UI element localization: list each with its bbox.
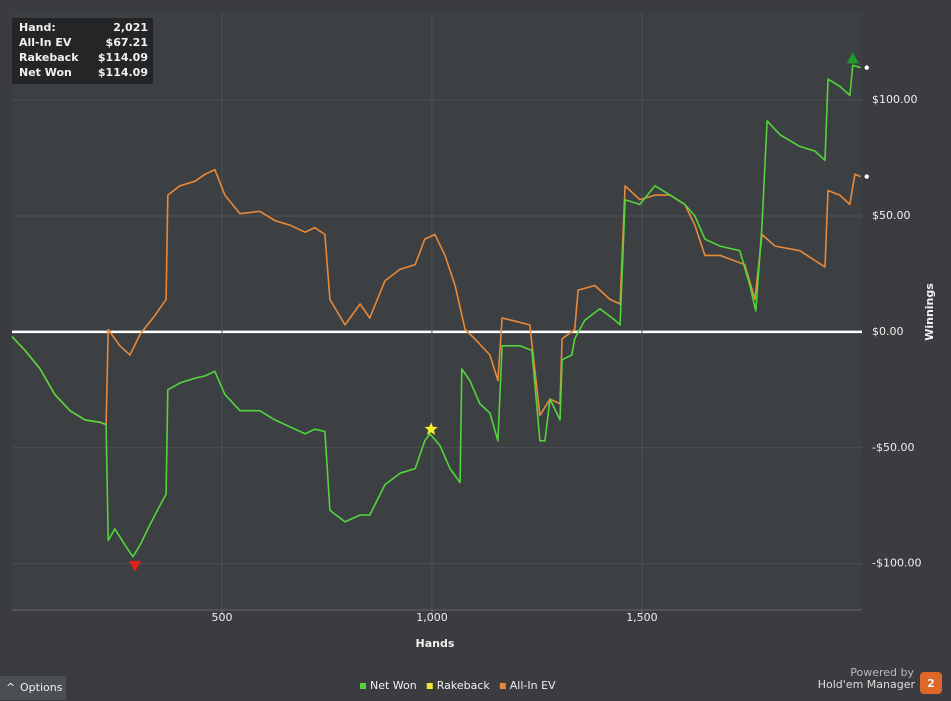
y-tick-label: -$50.00: [872, 441, 914, 454]
x-tick-label: 1,000: [416, 611, 448, 624]
marker-triangle-up: [846, 52, 859, 64]
info-value: $67.21: [106, 36, 148, 49]
x-tick-label: 500: [211, 611, 232, 624]
legend-swatch: [360, 683, 366, 689]
brand-badge-bg: [920, 672, 942, 694]
legend-label: All-In EV: [510, 679, 556, 692]
info-value: 2,021: [113, 21, 148, 34]
end-dot: [864, 65, 869, 70]
series-line: [11, 64, 861, 558]
options-button[interactable]: ^ Options: [0, 676, 66, 700]
brand-badge: 2: [927, 677, 935, 690]
end-dot: [864, 174, 869, 179]
info-label: All-In EV: [19, 36, 72, 49]
info-label: Net Won: [19, 66, 72, 79]
series-line: [11, 168, 862, 426]
options-bg[interactable]: [0, 676, 66, 700]
y-tick-label: -$100.00: [872, 557, 921, 570]
info-box-bg: [12, 18, 153, 84]
y-tick-label: $50.00: [872, 209, 911, 222]
info-box: Hand: 2,021 All-In EV $67.21 Rakeback $114.09…: [12, 18, 153, 84]
y-axis-label: Winnings: [923, 283, 936, 341]
info-value: $114.09: [98, 66, 148, 79]
brand: Hold'em Manager: [818, 678, 916, 691]
legend-swatch: [426, 683, 433, 689]
legend-label: Rakeback: [437, 679, 491, 692]
legend-swatch: [499, 683, 506, 689]
y-tick-label: $0.00: [872, 325, 904, 338]
marker-triangle-down: [129, 561, 141, 572]
info-value: $114.09: [98, 51, 148, 64]
info-label: Rakeback: [19, 51, 79, 64]
legend-label: Net Won: [370, 679, 417, 692]
info-label: Hand:: [19, 21, 56, 34]
options-label[interactable]: Options: [20, 681, 63, 694]
powered-by: Powered by: [850, 666, 914, 679]
x-axis-label: Hands: [416, 637, 455, 650]
y-tick-label: $100.00: [872, 93, 918, 106]
x-tick-label: 1,500: [626, 611, 658, 624]
plot-area: [12, 12, 862, 610]
marker-star: [424, 422, 438, 435]
options-caret[interactable]: ^: [6, 681, 15, 694]
